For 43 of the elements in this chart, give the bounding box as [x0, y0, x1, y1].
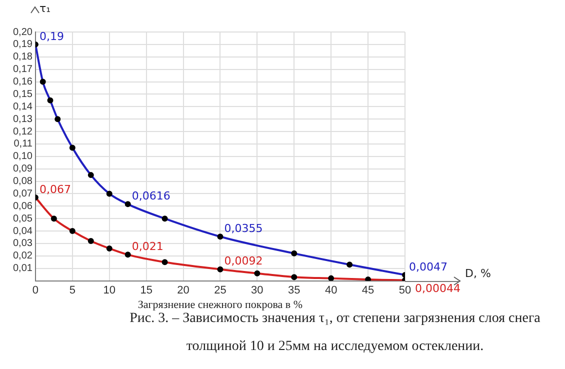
data-label: 0,00044 — [415, 282, 460, 296]
y-tick-label: 0,07 — [12, 188, 33, 200]
y-tick-label: 0,19 — [12, 39, 33, 50]
x-tick-label: 45 — [362, 284, 374, 296]
y-tick-label: 0,03 — [12, 238, 33, 250]
y-tick-label: 0,02 — [12, 250, 33, 262]
y-tick-label: 0,20 — [12, 26, 33, 38]
x-tick-label: 0 — [32, 284, 39, 296]
x-tick-label: 40 — [324, 284, 338, 296]
y-tick-label: 0,05 — [12, 213, 33, 224]
data-label: 0,0047 — [409, 260, 448, 274]
x-tick-label: 5 — [69, 284, 76, 296]
y-tick-label: 0,14 — [12, 101, 33, 112]
data-label: 0,067 — [39, 182, 71, 196]
x-tick-label: 50 — [398, 284, 412, 296]
data-label: 0,021 — [132, 240, 164, 254]
y-tick-label: 0,06 — [12, 200, 33, 212]
y-tick-label: 0,13 — [12, 114, 33, 125]
x-tick-label: 35 — [288, 284, 300, 296]
y-tick-label: 0,10 — [12, 151, 33, 162]
x-tick-label: 15 — [140, 284, 152, 296]
x-tick-label: 30 — [251, 284, 264, 296]
y-tick-label: 0,01 — [12, 263, 33, 274]
text: Рис. 3. – Зависимость значения τ₁, от степени загрязнения слоя снега толщиной 10 и 25мм на исследуемом остеклении. — [130, 311, 540, 354]
y-tick-label: 0,04 — [12, 226, 33, 237]
x-tick-label: 10 — [103, 284, 116, 296]
y-tick-label: 0,15 — [12, 88, 33, 100]
y-tick-label: 0,09 — [12, 164, 33, 175]
y-tick-label: 0,16 — [12, 76, 33, 88]
y-tick-label: 0,18 — [12, 52, 33, 63]
data-label: 0,0355 — [224, 222, 263, 235]
y-axis-title: τ₁ — [39, 2, 50, 15]
data-label: 0,0092 — [224, 254, 263, 268]
y-tick-label: 0,08 — [12, 176, 33, 188]
x-tick-label: 20 — [177, 284, 190, 296]
annotation: D, % — [465, 266, 491, 280]
y-tick-label: 0,17 — [12, 64, 33, 76]
y-tick-label: 0,12 — [12, 126, 33, 138]
x-axis-title: Загрязнение снежного покрова в % — [138, 298, 303, 311]
data-label: 0,0616 — [132, 190, 170, 203]
x-tick-label: 25 — [214, 284, 226, 296]
data-label: 0,19 — [39, 30, 64, 43]
y-tick-label: 0,11 — [14, 138, 33, 150]
